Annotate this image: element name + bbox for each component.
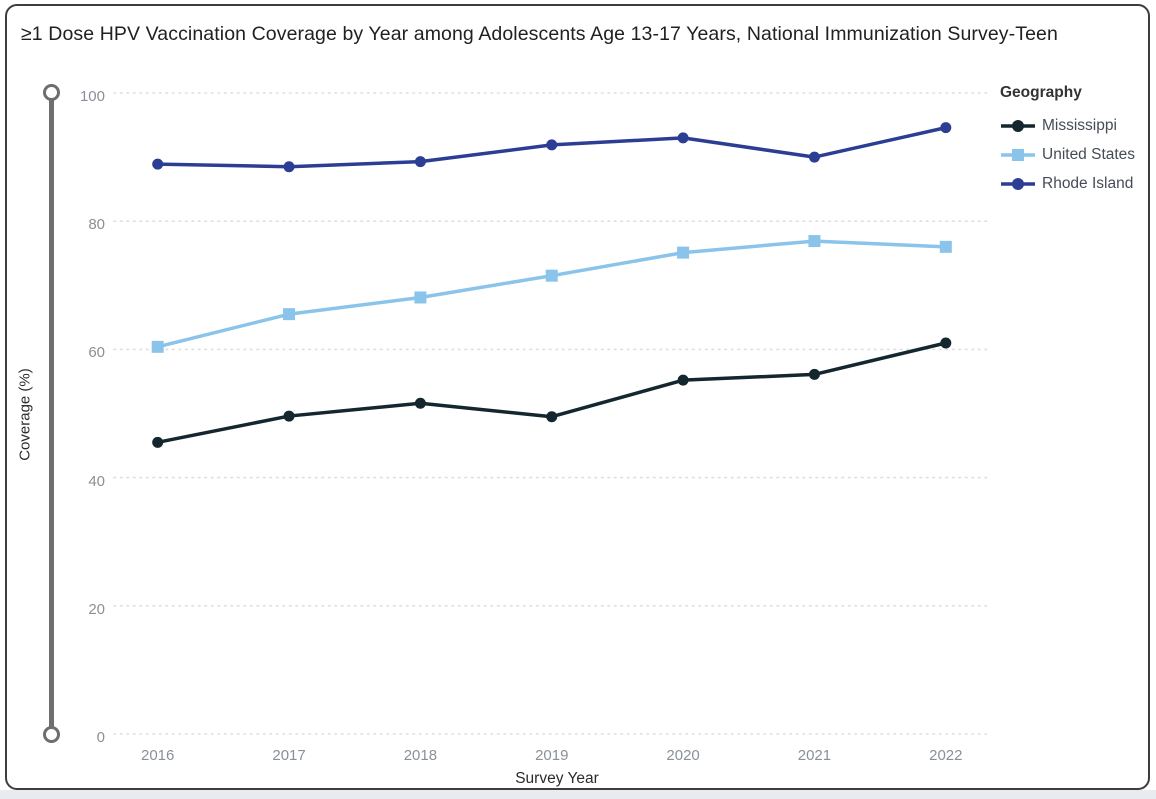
data-point-rhode-island-2022[interactable]	[940, 122, 952, 134]
legend-item-label: United States	[1042, 145, 1136, 163]
y-tick-label: 60	[88, 344, 105, 362]
y-tick-label: 20	[88, 600, 105, 618]
x-tick-label: 2022	[929, 747, 963, 764]
x-tick-label: 2018	[403, 747, 438, 764]
data-point-mississippi-2017[interactable]	[283, 410, 295, 422]
page-bottom-strip	[0, 790, 1156, 799]
plot-area	[113, 92, 989, 735]
data-point-united-states-2021[interactable]	[808, 235, 821, 248]
legend-item-label: Mississippi	[1042, 116, 1117, 134]
y-tick-label: 80	[88, 216, 105, 234]
data-point-mississippi-2022[interactable]	[940, 337, 952, 349]
chart-title: ≥1 Dose HPV Vaccination Coverage by Year…	[21, 23, 1058, 45]
legend-item-rhode-island[interactable]: Rhode Island	[1000, 169, 1150, 198]
x-tick-label: 2019	[535, 747, 569, 764]
legend: Geography Mississippi United States Rhode …	[1000, 84, 1150, 198]
data-point-rhode-island-2020[interactable]	[677, 132, 689, 144]
series-line-mississippi	[157, 341, 947, 445]
data-point-rhode-island-2016[interactable]	[152, 158, 164, 170]
data-point-mississippi-2019[interactable]	[546, 411, 558, 423]
data-point-united-states-2018[interactable]	[414, 291, 427, 304]
data-point-mississippi-2018[interactable]	[414, 397, 426, 409]
x-tick-label: 2020	[666, 747, 700, 764]
y-axis-range-slider-track[interactable]	[49, 93, 54, 735]
data-point-rhode-island-2017[interactable]	[283, 161, 295, 173]
x-tick-label: 2017	[272, 747, 306, 764]
legend-item-united-states[interactable]: United States	[1000, 140, 1150, 169]
y-tick-label: 100	[79, 88, 105, 105]
y-tick-label: 40	[88, 472, 105, 490]
data-point-united-states-2017[interactable]	[283, 308, 296, 321]
x-axis-title: Survey Year	[515, 770, 599, 787]
series-line-united-states	[157, 239, 946, 349]
slider-handle-bottom[interactable]	[43, 726, 60, 743]
chart-card: ≥1 Dose HPV Vaccination Coverage by Year…	[5, 4, 1150, 790]
data-point-united-states-2020[interactable]	[677, 246, 690, 259]
data-point-rhode-island-2018[interactable]	[414, 156, 426, 168]
data-point-rhode-island-2021[interactable]	[808, 151, 820, 163]
x-tick-label: 2021	[797, 747, 832, 764]
legend-swatch-circle-icon	[1001, 177, 1035, 190]
legend-item-mississippi[interactable]: Mississippi	[1000, 111, 1150, 140]
data-point-united-states-2016[interactable]	[151, 340, 164, 353]
legend-item-label: Rhode Island	[1042, 174, 1134, 192]
y-tick-label: 0	[96, 729, 105, 746]
data-point-mississippi-2020[interactable]	[677, 374, 689, 386]
data-point-mississippi-2021[interactable]	[808, 368, 820, 380]
legend-title: Geography	[1000, 84, 1082, 101]
slider-handle-top[interactable]	[43, 84, 60, 101]
legend-swatch-square-icon	[1001, 148, 1035, 161]
legend-swatch-circle-icon	[1001, 119, 1035, 132]
data-point-united-states-2022[interactable]	[939, 240, 952, 253]
data-point-mississippi-2016[interactable]	[152, 436, 164, 448]
data-point-rhode-island-2019[interactable]	[546, 139, 558, 151]
data-point-united-states-2019[interactable]	[545, 269, 558, 282]
x-tick-label: 2016	[141, 747, 175, 764]
